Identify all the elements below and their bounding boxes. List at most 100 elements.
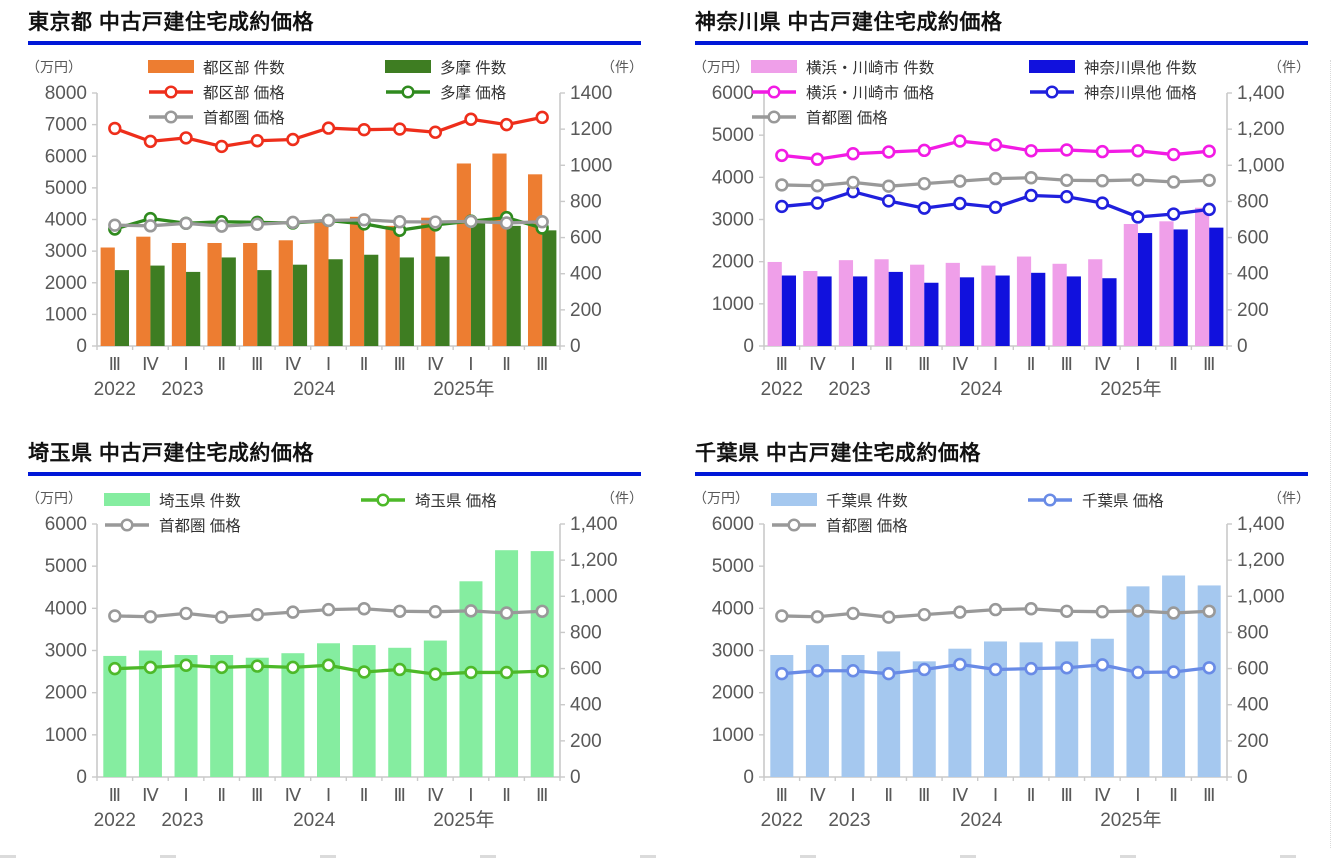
bar (103, 655, 127, 777)
page-bottom-marks (0, 855, 1334, 858)
chart-canvas-tokyo: 0 1000 2000 3000 4000 5000 6000 7000 8000 0 200 400… (45, 83, 613, 397)
data-point (286, 132, 300, 147)
data-point (917, 176, 931, 191)
left-axis-tick-label: 7000 (45, 115, 87, 136)
left-axis-tick-label: 0 (76, 767, 87, 788)
x-axis-category-label: Ⅳ (952, 354, 969, 374)
right-axis-tick-label: 1200 (570, 119, 612, 140)
x-axis-category-label: Ⅲ (918, 785, 930, 805)
data-point (1202, 604, 1216, 618)
right-axis-tick-label: 200 (570, 300, 602, 321)
chart-area-kanagawa: （万円） （件） 0 1000 2000 3000 4000 5000 6000 0 200 40… (667, 45, 1334, 426)
data-point (464, 604, 478, 618)
chart-area-chiba: （万円） （件） 0 1000 2000 3000 4000 5000 6000 0 200 40… (667, 476, 1334, 857)
left-axis-tick-label: 3000 (712, 210, 754, 231)
bar (421, 217, 436, 346)
left-axis-tick-label: 1000 (712, 725, 754, 746)
data-point (1131, 173, 1145, 187)
bar (207, 242, 222, 346)
data-point (214, 660, 229, 675)
data-point (1024, 188, 1038, 203)
chart-title-kanagawa: 神奈川県 中古戸建住宅成約価格 (695, 8, 1308, 45)
bar (435, 256, 450, 346)
data-point (1095, 196, 1110, 210)
x-axis-category-label: Ⅱ (884, 785, 893, 805)
data-point (775, 199, 789, 214)
left-axis-tick-label: 4000 (712, 167, 754, 188)
chart-panel-kanagawa: 神奈川県 中古戸建住宅成約価格 （万円） （件） 0 1000 2000 3000 40… (667, 0, 1334, 429)
right-axis-unit-label: （件） (601, 490, 643, 506)
data-point (428, 605, 443, 619)
line-series-2 (775, 184, 1216, 224)
bar (399, 257, 414, 346)
left-axis-tick-label: 1000 (45, 725, 87, 746)
data-point (108, 121, 122, 136)
bar (174, 655, 198, 777)
data-point (1131, 604, 1145, 618)
data-point (988, 171, 1003, 186)
data-point (881, 610, 896, 624)
left-axis-tick-label: 2000 (45, 273, 87, 294)
bar (364, 254, 379, 346)
x-axis-category-label: Ⅲ (776, 354, 788, 374)
data-point (321, 121, 336, 135)
bar (150, 265, 165, 346)
data-point (214, 610, 229, 624)
data-point (881, 194, 896, 208)
bar (1055, 641, 1079, 777)
bar (981, 265, 996, 346)
x-axis-category-label: Ⅰ (993, 785, 998, 805)
left-axis-tick-label: 5000 (45, 556, 87, 577)
right-axis-tick-label: 800 (570, 622, 602, 643)
data-point (286, 215, 300, 230)
bar (770, 655, 794, 777)
data-point (214, 219, 229, 233)
data-point (846, 664, 860, 678)
data-point (250, 217, 264, 231)
x-axis-category-label: Ⅳ (285, 354, 302, 374)
left-axis-tick-label: 2000 (712, 252, 754, 273)
right-axis-unit-label: （件） (601, 59, 643, 75)
x-axis-category-label: Ⅳ (1094, 785, 1111, 805)
data-point (1060, 661, 1074, 675)
data-point (1202, 661, 1216, 675)
bar (349, 216, 365, 346)
left-axis-tick-label: 2000 (45, 683, 87, 704)
right-axis-tick-label: 400 (570, 264, 602, 285)
data-point (108, 661, 122, 676)
chart-panel-chiba: 千葉県 中古戸建住宅成約価格 （万円） （件） 0 1000 2000 3000 400… (667, 429, 1334, 858)
line-series-1 (775, 657, 1216, 681)
bar (186, 271, 201, 346)
data-point (143, 660, 158, 675)
data-point (1166, 175, 1181, 189)
bar (1209, 227, 1224, 346)
bar-series-1 (103, 550, 554, 777)
left-axis-tick-label: 6000 (712, 83, 754, 104)
chart-panel-tokyo: 東京都 中古戸建住宅成約価格 （万円） （件） 0 1000 2000 3000 400… (0, 0, 667, 429)
data-point (393, 215, 407, 229)
data-point (357, 122, 371, 137)
bar (1197, 585, 1221, 777)
bar (1031, 272, 1046, 346)
data-point (881, 179, 896, 193)
data-point (393, 604, 407, 618)
right-axis-tick-label: 1,200 (1237, 550, 1285, 571)
data-point (499, 665, 514, 680)
data-point (953, 134, 967, 148)
data-point (953, 605, 967, 619)
x-axis-year-label: 2023 (161, 379, 203, 397)
x-axis-category-label: Ⅳ (809, 354, 826, 374)
data-point (250, 134, 264, 148)
bar (1019, 642, 1043, 777)
bar (945, 262, 960, 346)
data-point (988, 602, 1003, 617)
data-point (1166, 606, 1181, 620)
x-axis-category-label: Ⅰ (183, 785, 188, 805)
left-axis-tick-label: 5000 (45, 178, 87, 199)
x-axis-year-label: 2022 (761, 379, 803, 397)
right-axis-tick-label: 200 (1237, 731, 1269, 752)
right-axis-tick-label: 1000 (570, 155, 612, 176)
bar (838, 260, 854, 346)
data-point (1202, 173, 1216, 187)
